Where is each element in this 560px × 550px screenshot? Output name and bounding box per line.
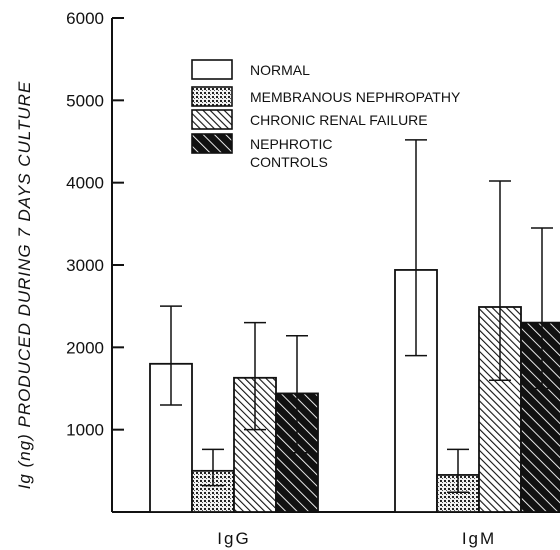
category-labels: IgG IgM (217, 529, 496, 548)
legend-swatch-1 (191, 59, 233, 80)
y-tick-label: 1000 (66, 421, 104, 440)
legend-swatch-3 (191, 109, 233, 130)
legend-label-1: NORMAL (250, 62, 310, 78)
y-tick-label: 3000 (66, 256, 104, 275)
y-tick-label: 5000 (66, 91, 104, 110)
y-ticks: 1000 2000 3000 4000 5000 6000 (66, 9, 124, 440)
bars (149, 269, 560, 513)
category-label-igg: IgG (217, 529, 250, 548)
legend: NORMAL MEMBRANOUS NEPHROPATHY CHRONIC RENA… (191, 59, 461, 170)
legend-label-2: MEMBRANOUS NEPHROPATHY (250, 89, 461, 105)
error-bars (160, 139, 553, 493)
y-axis-label: Ig (ng) PRODUCED DURING 7 DAYS CULTURE (15, 81, 34, 490)
bar-igm-4 (520, 321, 560, 513)
y-tick-label: 6000 (66, 9, 104, 28)
legend-label-3: CHRONIC RENAL FAILURE (250, 112, 428, 128)
category-label-igm: IgM (462, 529, 496, 548)
legend-label-4: NEPHROTIC CONTROLS (250, 136, 332, 170)
legend-swatch-2 (191, 86, 233, 107)
y-tick-label: 4000 (66, 174, 104, 193)
legend-swatch-4 (191, 133, 233, 154)
y-tick-label: 2000 (66, 338, 104, 357)
